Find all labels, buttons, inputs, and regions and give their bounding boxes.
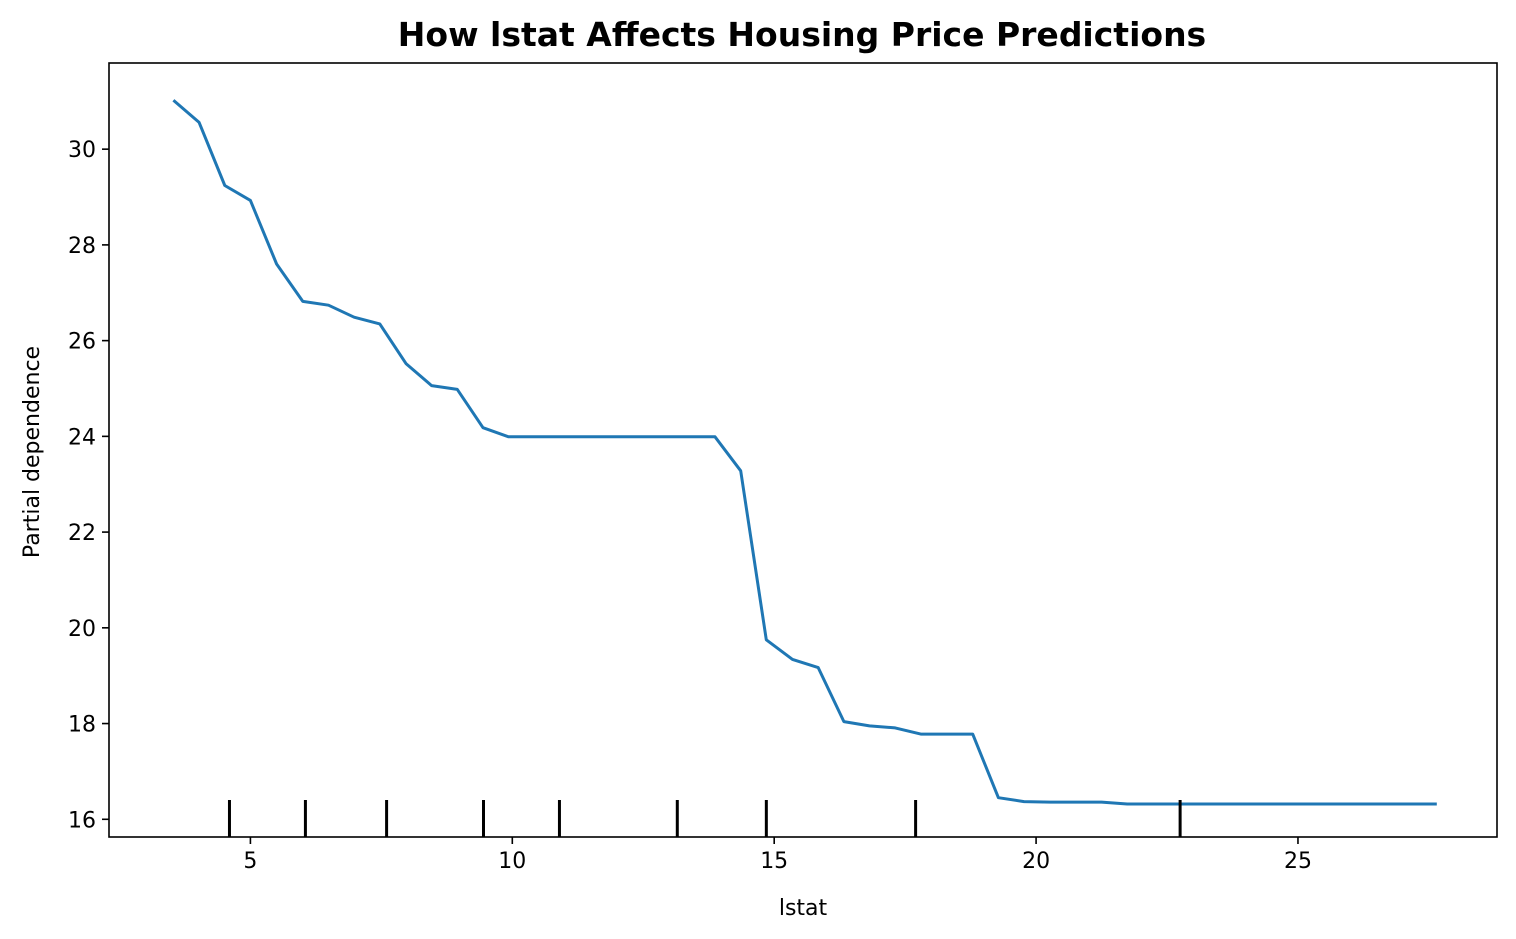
x-tick-label: 10 bbox=[498, 849, 526, 874]
x-tick-label: 5 bbox=[243, 849, 257, 874]
x-axis-label: lstat bbox=[779, 896, 828, 921]
x-tick-label: 20 bbox=[1022, 849, 1050, 874]
chart-title: How lstat Affects Housing Price Predicti… bbox=[398, 15, 1206, 54]
y-tick-label: 18 bbox=[68, 713, 96, 738]
y-axis: 16 18 20 22 24 26 28 30 bbox=[68, 138, 109, 833]
y-tick-label: 24 bbox=[68, 425, 96, 450]
plot-frame bbox=[108, 62, 1498, 838]
y-tick-label: 26 bbox=[68, 330, 96, 355]
plot-content bbox=[172, 99, 1437, 837]
x-tick-label: 15 bbox=[760, 849, 788, 874]
y-tick-label: 16 bbox=[68, 808, 96, 833]
x-tick-label: 25 bbox=[1284, 849, 1312, 874]
y-axis-label: Partial dependence bbox=[20, 346, 45, 558]
pd-line-series-0 bbox=[172, 99, 1437, 806]
y-tick-label: 20 bbox=[68, 617, 96, 642]
y-tick-label: 22 bbox=[68, 521, 96, 546]
x-axis: 5 10 15 20 25 bbox=[243, 837, 1312, 874]
y-tick-label: 28 bbox=[68, 234, 96, 259]
y-tick-label: 30 bbox=[68, 138, 96, 163]
